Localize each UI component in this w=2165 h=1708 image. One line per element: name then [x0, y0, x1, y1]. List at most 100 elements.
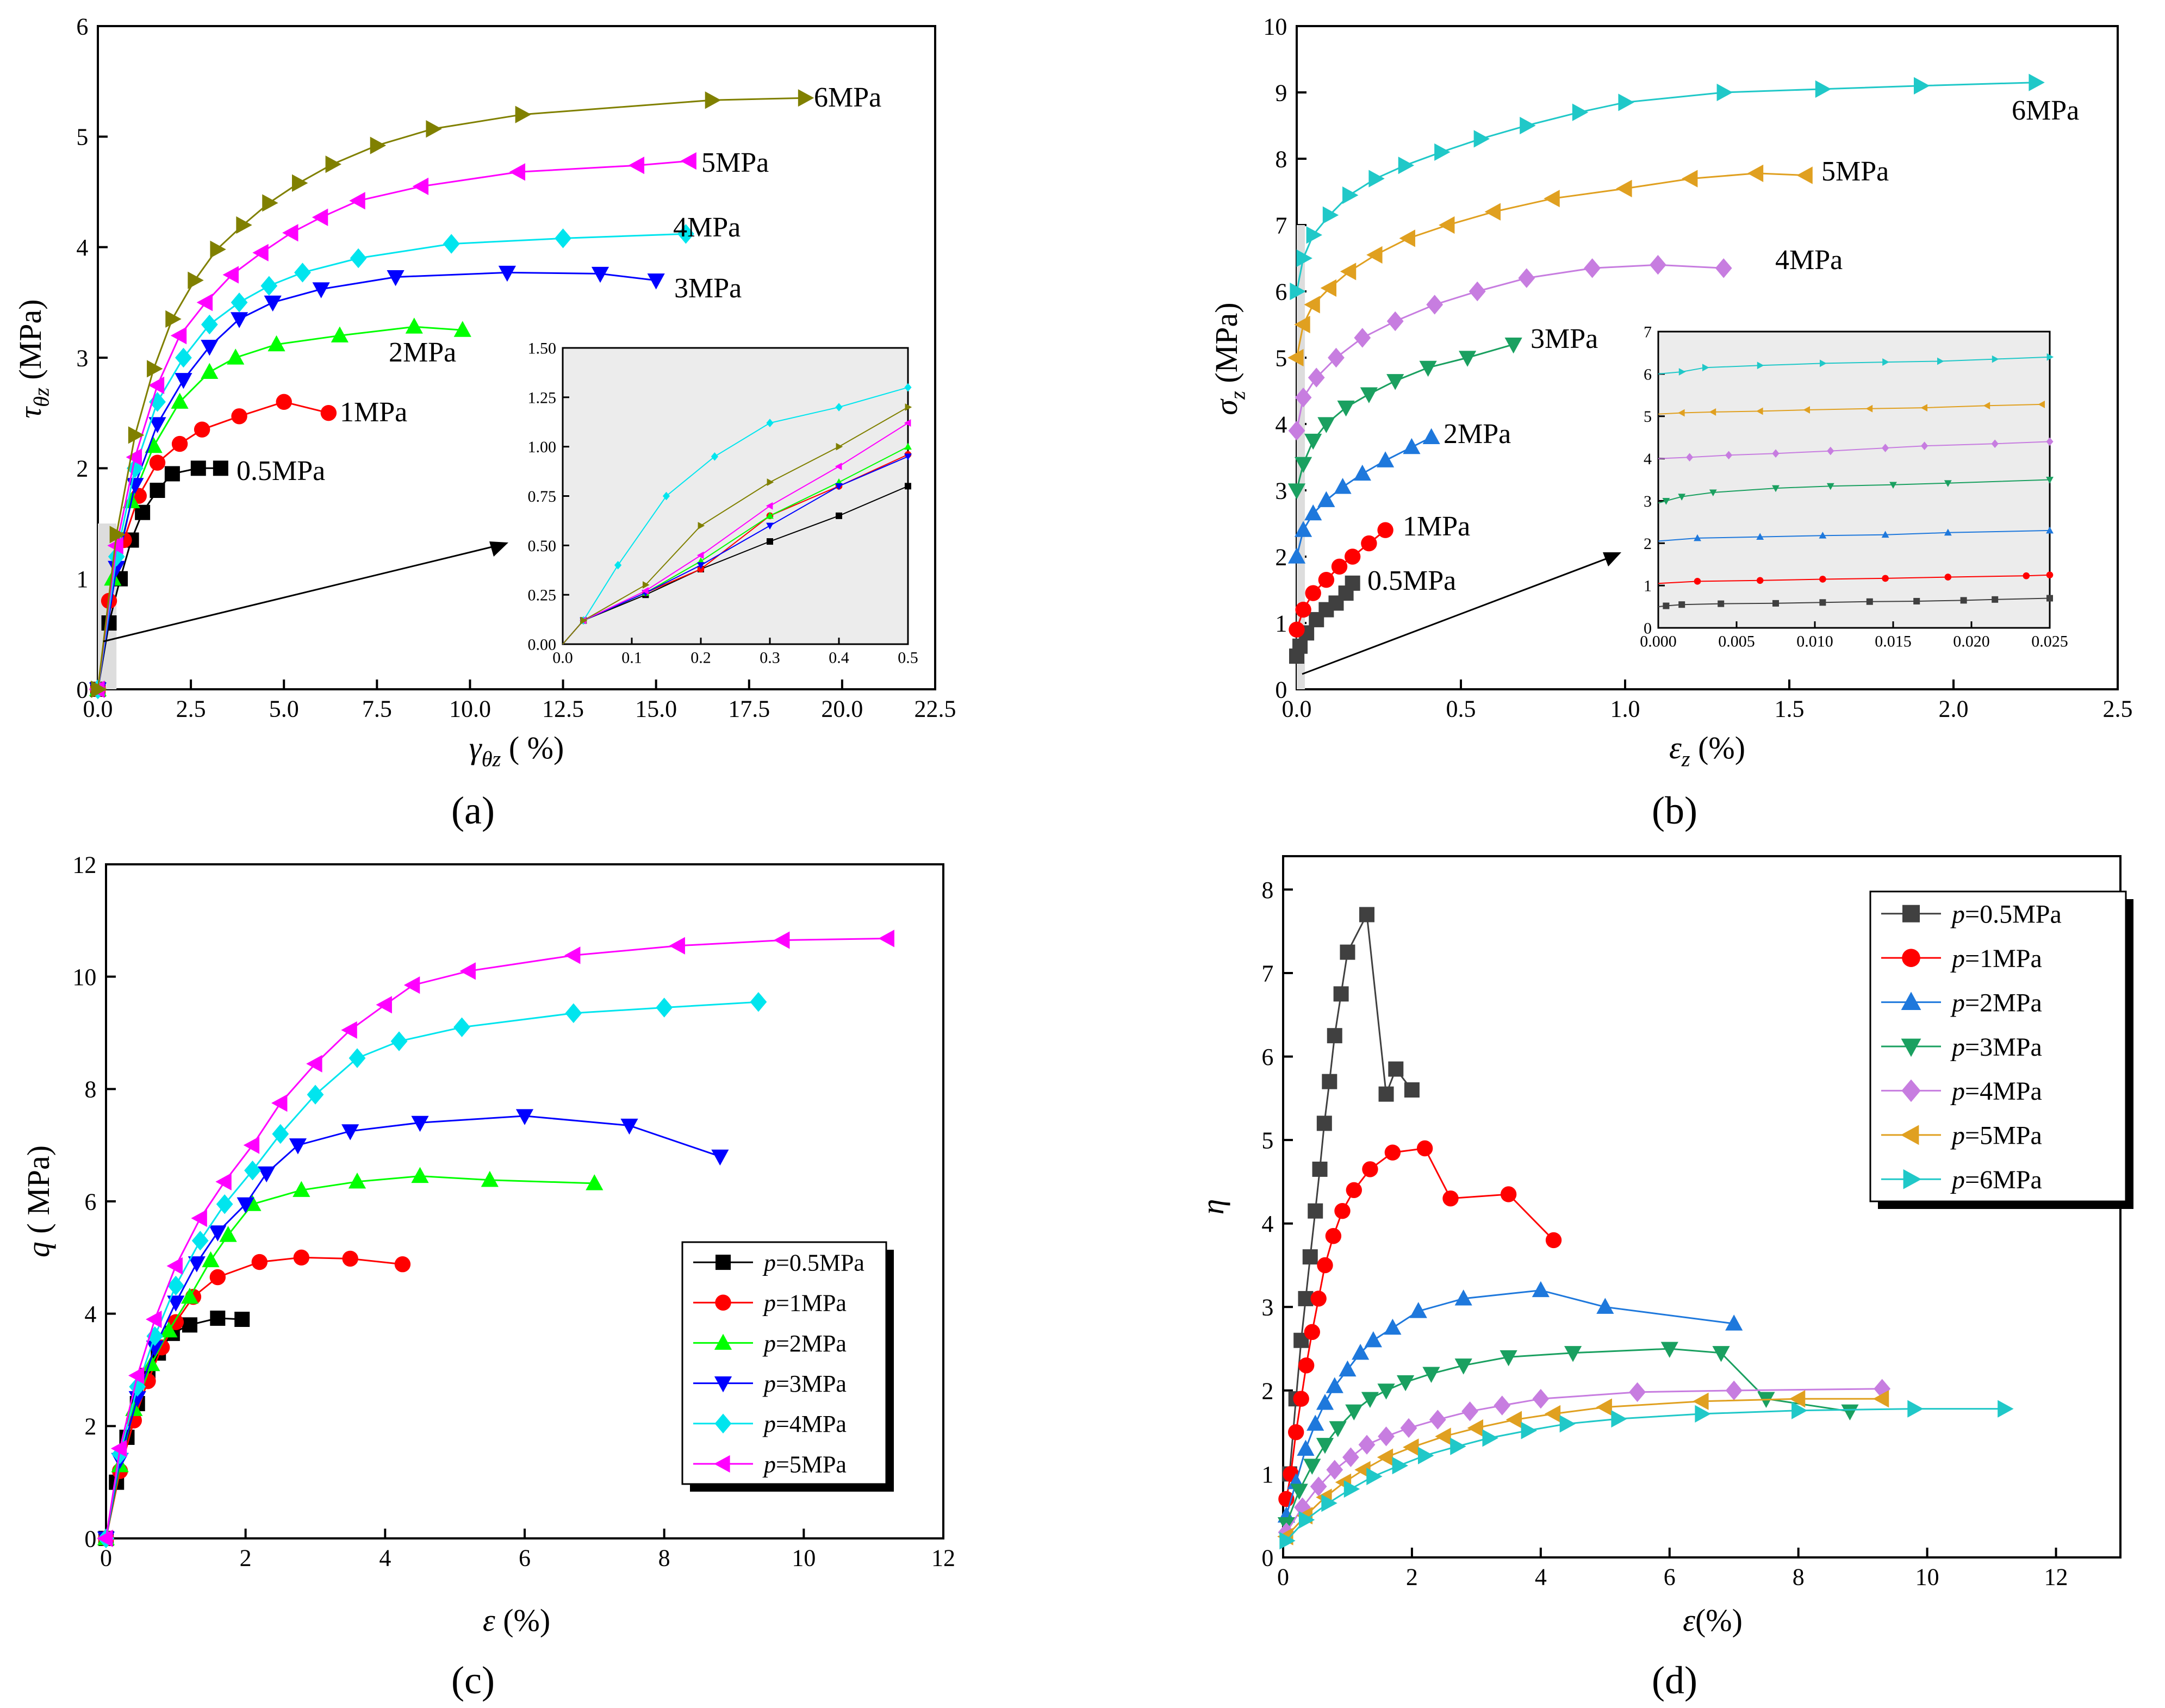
a-data-point — [677, 224, 694, 244]
b-inset-data-point — [1678, 601, 1685, 608]
b-data-point — [1337, 400, 1355, 417]
d-data-point — [1317, 1257, 1333, 1274]
b-series-label: 1MPa — [1403, 511, 1470, 542]
b-inset-data-point — [1882, 444, 1889, 452]
c-data-point — [146, 1326, 164, 1347]
d-y-axis-label-symbol: η — [1195, 1199, 1230, 1215]
d-data-point — [1310, 1291, 1327, 1307]
b-inset-data-point — [1709, 408, 1716, 416]
d-data-point — [1366, 1467, 1383, 1486]
d-data-point — [1352, 1343, 1370, 1360]
b-inset-data-point — [1756, 533, 1764, 540]
d-data-point — [1316, 1438, 1334, 1454]
b-inset-data-point — [1772, 449, 1780, 458]
a-x-axis-label-subscript: θz — [482, 747, 501, 771]
d-data-point — [1343, 1480, 1360, 1498]
d-legend-label: p=0.5MPa — [1950, 900, 2062, 929]
a-zoom-arrow — [103, 543, 506, 643]
a-data-point — [426, 120, 442, 138]
d-legend-label-p: p — [1950, 1033, 1965, 1062]
a-series-line-6 — [97, 97, 805, 690]
d-legend-marker — [1901, 1079, 1921, 1102]
a-inset-y-tick-label: 0.25 — [528, 587, 557, 604]
b-inset-data-point — [1920, 404, 1927, 412]
a-inset-x-tick-label: 0.2 — [690, 649, 711, 667]
b-zoom-arrowhead — [1603, 552, 1621, 566]
c-data-point — [244, 1160, 261, 1181]
a-series-line-2 — [97, 326, 463, 690]
b-x-tick-label: 1.0 — [1610, 696, 1640, 722]
a-inset-data-point — [697, 562, 705, 569]
a-data-point — [292, 174, 308, 192]
a-data-point — [149, 454, 166, 471]
b-data-point — [1473, 130, 1490, 148]
panel-b-chart: 0.0 0.5 1.0 1.5 2.0 2.50123456789100.5MPa1MPa… — [1209, 13, 2133, 771]
a-data-point — [231, 408, 247, 425]
a-inset-y-tick-label: 1.00 — [528, 438, 557, 456]
a-data-point — [230, 312, 248, 328]
b-data-point — [1616, 179, 1632, 197]
b-inset-data-point — [1944, 480, 1952, 487]
b-data-point — [1618, 93, 1634, 111]
a-data-point — [282, 224, 298, 242]
b-data-point — [1518, 268, 1535, 288]
c-x-tick-label: 2 — [240, 1545, 252, 1572]
d-data-point — [1308, 1203, 1323, 1219]
b-data-point — [1682, 170, 1698, 188]
a-data-point — [201, 314, 218, 335]
a-zoom-arrowhead — [489, 541, 508, 557]
c-data-point — [669, 937, 685, 955]
b-y-tick-label: 7 — [1275, 212, 1287, 239]
a-inset-data-point — [835, 403, 843, 412]
c-data-point — [216, 1194, 233, 1214]
a-data-point — [252, 244, 269, 261]
b-series-line-3 — [1296, 344, 1514, 491]
d-y-axis-label: η — [1195, 1199, 1230, 1215]
d-legend-label-value: =1MPa — [1965, 944, 2042, 973]
a-data-point — [126, 478, 144, 494]
b-inset-data-point — [1913, 597, 1920, 604]
a-data-point — [264, 295, 282, 312]
c-series-line-1 — [105, 1256, 403, 1539]
c-legend-label-p: p — [762, 1411, 776, 1437]
b-data-point — [1317, 417, 1335, 433]
a-series-label: 3MPa — [674, 273, 742, 304]
a-data-point — [453, 321, 471, 337]
d-data-point — [1442, 1190, 1459, 1207]
a-x-tick-label: 12.5 — [542, 696, 584, 722]
d-data-point — [1310, 1476, 1327, 1497]
d-legend-label-p: p — [1950, 1165, 1965, 1194]
d-series-line-3 — [1285, 1348, 1850, 1525]
b-inset-data-point — [2046, 526, 2054, 534]
d-legend-label: p=5MPa — [1950, 1121, 2042, 1150]
a-x-tick-label: 0.0 — [83, 696, 113, 722]
d-legend-label-p: p — [1950, 1121, 1965, 1150]
a-data-point — [165, 310, 182, 328]
a-inset-data-point — [696, 551, 704, 559]
a-data-point — [128, 426, 145, 444]
d-data-point — [1345, 1404, 1363, 1421]
a-data-point — [171, 435, 188, 452]
b-data-point — [1295, 601, 1311, 618]
c-legend-label-p: p — [762, 1451, 776, 1478]
a-x-tick-label: 5.0 — [269, 696, 299, 722]
panel-label-c: (c) — [451, 1659, 495, 1702]
a-data-point — [222, 266, 239, 284]
a-inset-data-point — [642, 587, 649, 595]
d-data-point — [1695, 1405, 1711, 1423]
d-data-point — [1339, 1360, 1357, 1377]
b-data-point — [1294, 457, 1312, 473]
panel-d-chart: 0 2 4 6 8 10 12012345678ε(%)ηp=0.5MPap=1MPap=2… — [1195, 855, 2133, 1638]
c-x-tick-label: 12 — [931, 1545, 955, 1572]
a-inset-data-point — [767, 538, 773, 545]
a-data-point — [312, 208, 328, 226]
d-legend-label: p=3MPa — [1950, 1033, 2042, 1062]
d-data-point — [1712, 1346, 1730, 1362]
b-inset-data-point — [1678, 368, 1686, 376]
b-data-point — [1399, 229, 1415, 247]
a-y-tick-label: 2 — [76, 456, 88, 482]
c-y-axis-label-symbol: q — [21, 1242, 56, 1257]
a-data-point — [170, 327, 187, 345]
b-inset-x-tick-label: 0.015 — [1875, 633, 1912, 651]
b-data-point — [1345, 575, 1360, 591]
